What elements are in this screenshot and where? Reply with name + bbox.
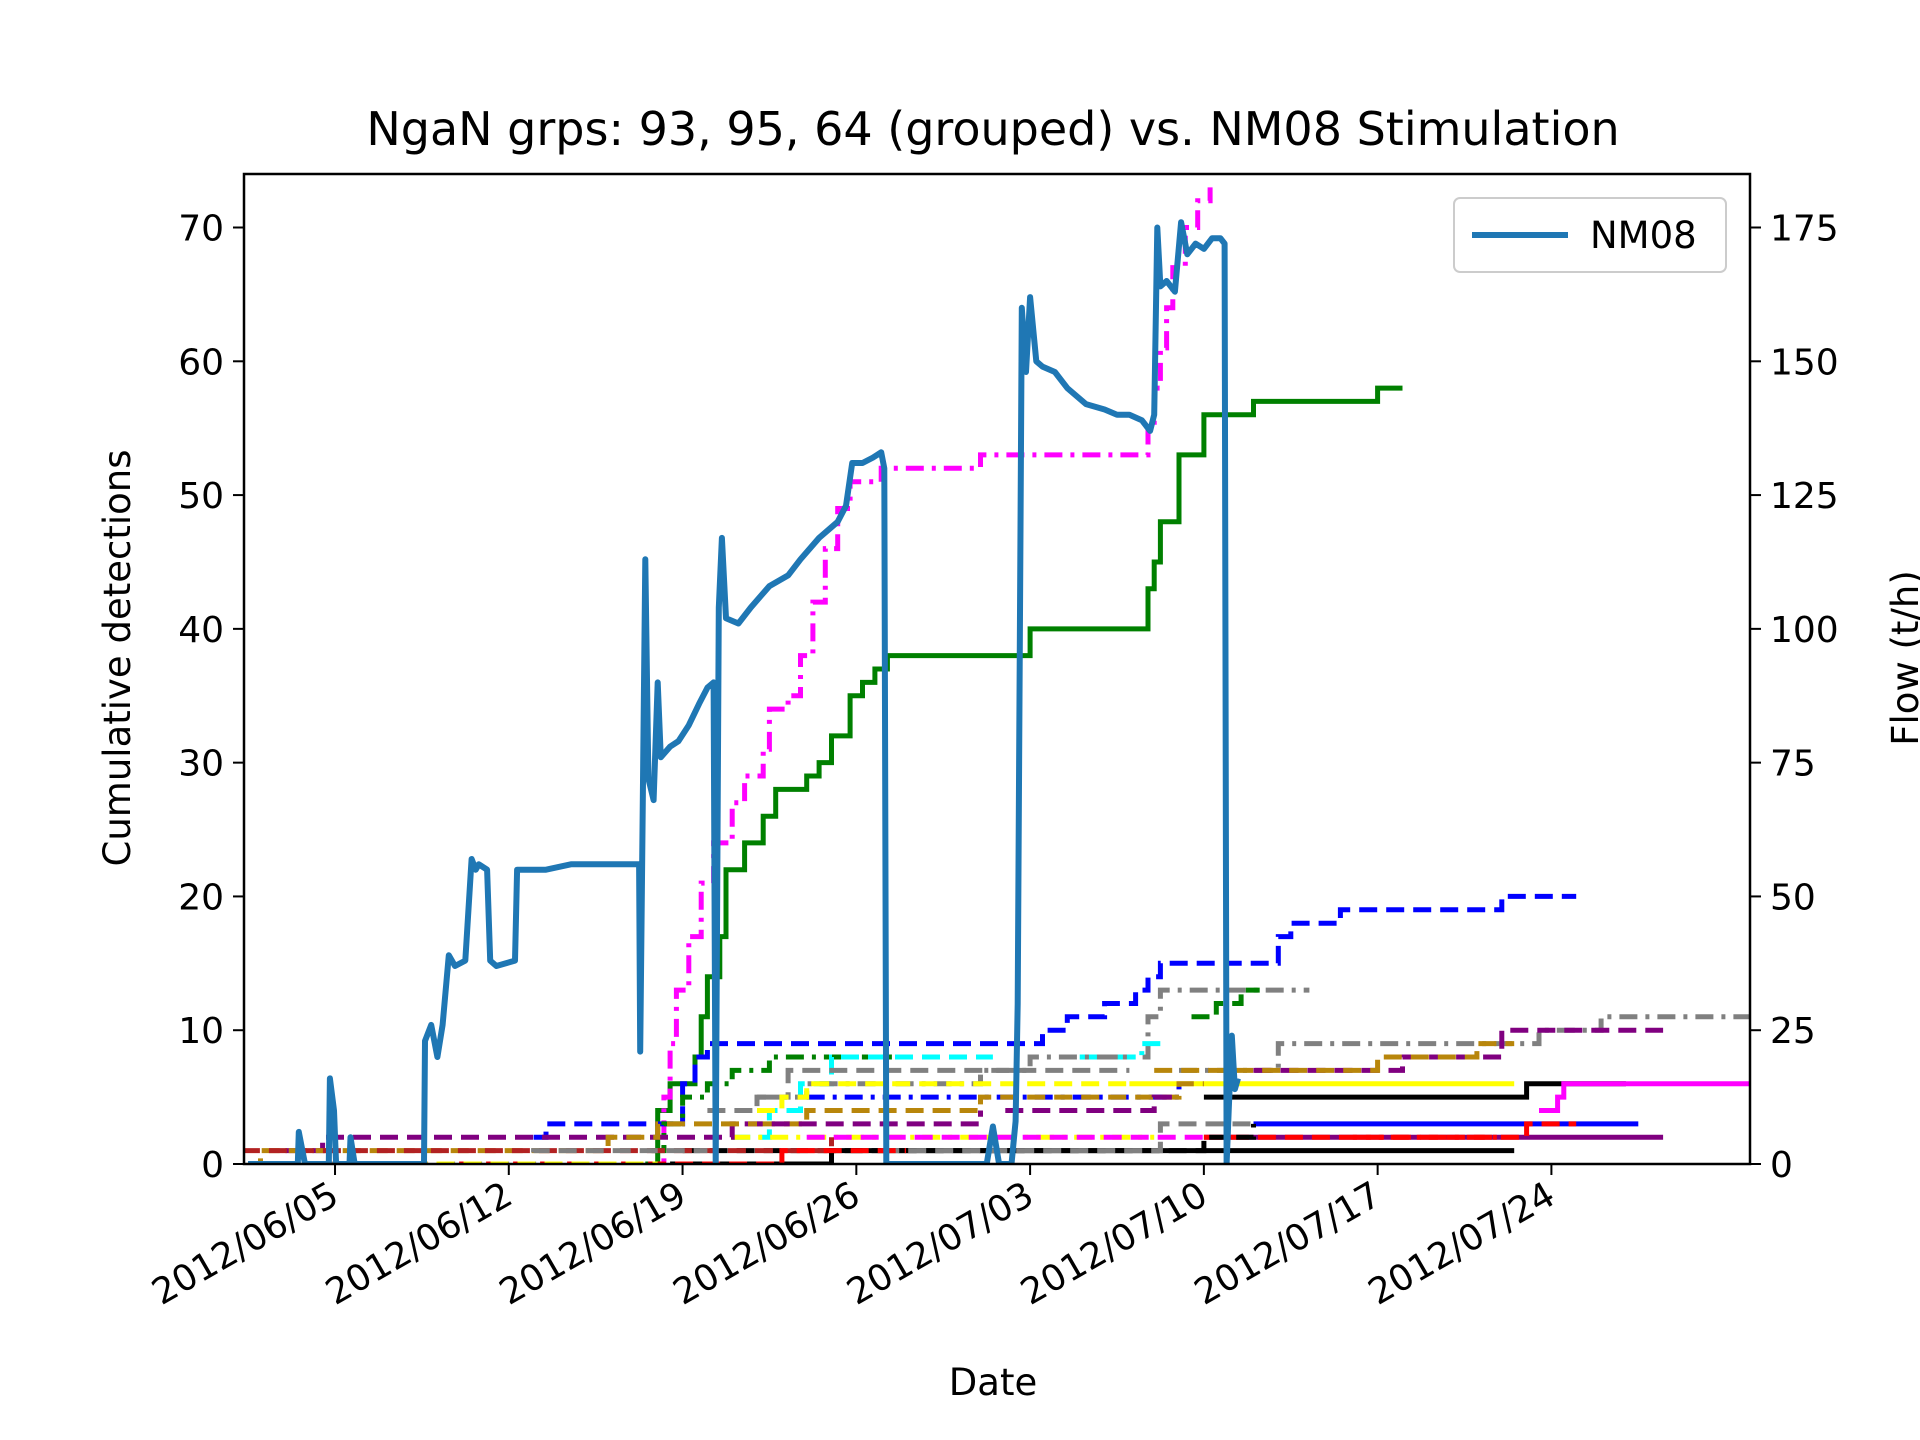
plot-area [244, 187, 1750, 1164]
chart-title: NgaN grps: 93, 95, 64 (grouped) vs. NM08… [366, 102, 1619, 156]
detection-series-8 [1154, 1041, 1515, 1073]
x-axis-label: Date [949, 1361, 1037, 1404]
detection-series-18 [1539, 1081, 1750, 1113]
plot-series-group [244, 187, 1750, 1164]
detection-series-30 [285, 1110, 983, 1154]
y-axis-left-label: Cumulative detections [96, 450, 139, 867]
y-left-tick-label-1: 0 [201, 1145, 224, 1186]
detection-series-24 [1203, 1121, 1577, 1140]
y-axis-right-label: Flow (t/h) [1884, 570, 1920, 746]
y-left-tick-label-8: 70 [178, 209, 224, 250]
detection-series-20 [1005, 1094, 1179, 1113]
y-right-tick-label-5: 100 [1770, 610, 1839, 651]
y-left-tick-label-4: 30 [178, 744, 224, 785]
y-right-tick-label-4: 75 [1770, 744, 1816, 785]
detection-series-27 [881, 1121, 1254, 1154]
y-right-tick-label-3: 50 [1770, 877, 1816, 918]
detection-series-6 [1179, 1014, 1750, 1073]
detection-series-2 [651, 187, 1213, 1164]
y-right-tick-label-6: 125 [1770, 476, 1839, 517]
detection-series-19 [757, 1081, 1204, 1127]
detection-series-33 [248, 1148, 708, 1164]
legend-label-nm08: NM08 [1590, 214, 1697, 257]
detection-series-9 [651, 1054, 894, 1154]
y-left-tick-label-3: 20 [178, 877, 224, 918]
legend-box [1453, 197, 1727, 273]
y-left-tick-label-2: 10 [178, 1011, 224, 1052]
y-right-tick-label-8: 175 [1770, 209, 1839, 250]
detection-series-31 [248, 1121, 757, 1164]
y-right-tick-label-1: 0 [1770, 1145, 1793, 1186]
detection-series-1 [645, 385, 1403, 1164]
detection-series-26 [670, 1148, 1515, 1164]
y-right-tick-label-7: 150 [1770, 342, 1839, 383]
flow-series-nm08 [248, 219, 1241, 1164]
y-left-tick-label-5: 40 [178, 610, 224, 651]
detection-series-3 [533, 893, 1577, 1140]
detection-series-17 [1203, 1081, 1626, 1100]
plot-frame [242, 172, 1752, 1166]
y-right-tick-label-2: 25 [1770, 1011, 1816, 1052]
y-left-tick-label-6: 50 [178, 476, 224, 517]
detection-series-11 [1079, 1041, 1161, 1060]
y-left-tick-label-7: 60 [178, 342, 224, 383]
legend: NM08 [1453, 197, 1727, 273]
